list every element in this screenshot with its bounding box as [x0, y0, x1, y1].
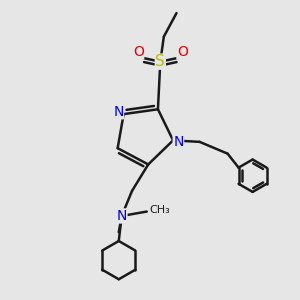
- Text: N: N: [173, 135, 184, 149]
- Text: N: N: [113, 105, 124, 119]
- Text: CH₃: CH₃: [149, 205, 170, 215]
- Text: N: N: [116, 209, 127, 223]
- Text: O: O: [133, 45, 144, 59]
- Text: O: O: [177, 45, 188, 59]
- Text: S: S: [155, 54, 165, 69]
